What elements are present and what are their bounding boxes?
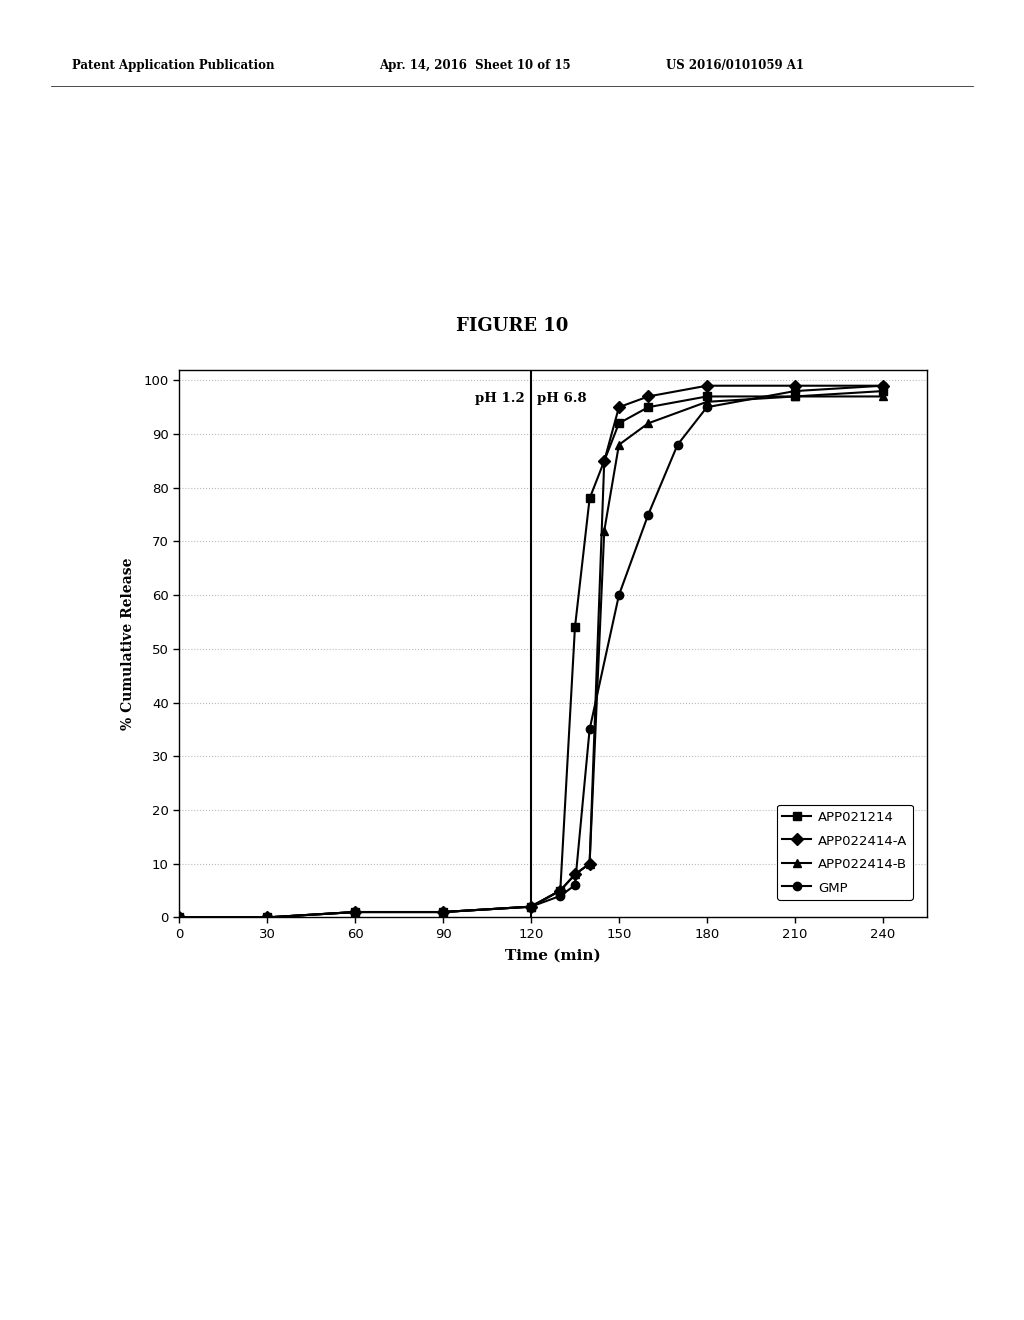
Text: FIGURE 10: FIGURE 10 xyxy=(456,317,568,335)
Text: Patent Application Publication: Patent Application Publication xyxy=(72,59,274,73)
Legend: APP021214, APP022414-A, APP022414-B, GMP: APP021214, APP022414-A, APP022414-B, GMP xyxy=(777,805,912,900)
Text: pH 1.2: pH 1.2 xyxy=(475,392,525,405)
Text: Apr. 14, 2016  Sheet 10 of 15: Apr. 14, 2016 Sheet 10 of 15 xyxy=(379,59,570,73)
Y-axis label: % Cumulative Release: % Cumulative Release xyxy=(121,557,135,730)
Text: US 2016/0101059 A1: US 2016/0101059 A1 xyxy=(666,59,804,73)
Text: pH 6.8: pH 6.8 xyxy=(537,392,587,405)
X-axis label: Time (min): Time (min) xyxy=(505,949,601,964)
